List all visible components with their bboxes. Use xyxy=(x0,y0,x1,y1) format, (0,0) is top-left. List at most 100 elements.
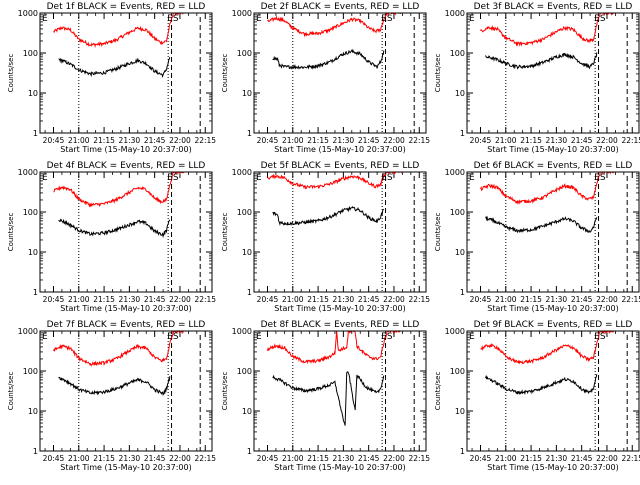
y-axis-label: Counts/sec xyxy=(7,54,15,93)
axes-frame xyxy=(466,330,640,452)
plot-area xyxy=(267,331,415,451)
x-axis-label: Start Time (15-May-10 20:37:00) xyxy=(274,145,405,154)
x-tick-label: 21:45 xyxy=(571,454,593,463)
y-tick-label: 1000 xyxy=(445,327,465,336)
x-axis-label: Start Time (15-May-10 20:37:00) xyxy=(487,145,618,154)
lld-series-line xyxy=(267,13,401,38)
y-tick-label: 1000 xyxy=(445,9,465,18)
x-tick-label: 20:45 xyxy=(257,295,279,304)
panel-title: Det 9f BLACK = Events, RED = LLD xyxy=(474,320,633,330)
x-tick-label: 21:30 xyxy=(119,295,141,304)
lld-series-line xyxy=(53,331,184,367)
x-tick-label: 20:45 xyxy=(470,295,492,304)
event-marker-E: E xyxy=(256,14,262,24)
x-tick-label: 21:15 xyxy=(307,295,329,304)
y-tick-label: 10 xyxy=(242,407,252,416)
y-tick-label: 1000 xyxy=(232,168,252,177)
panel-det-3: Det 3f BLACK = Events, RED = LLD Counts/s… xyxy=(434,2,640,154)
x-tick-label: 21:15 xyxy=(520,136,542,145)
plot-area xyxy=(53,13,201,133)
y-tick-label: 10 xyxy=(455,407,465,416)
y-tick-label: 100 xyxy=(23,49,38,58)
y-tick-label: 100 xyxy=(237,49,252,58)
flare-marker-ES: ES xyxy=(381,14,393,24)
x-tick-label: 22:15 xyxy=(621,454,640,463)
y-tick-label: 1 xyxy=(33,447,38,456)
events-series-line xyxy=(58,218,171,239)
x-tick-label: 20:45 xyxy=(43,295,65,304)
x-tick-label: 21:45 xyxy=(358,136,380,145)
y-axis-label: Counts/sec xyxy=(434,54,442,93)
flare-marker-ES: ES xyxy=(167,14,179,24)
x-tick-label: 22:15 xyxy=(621,295,640,304)
event-marker-E: E xyxy=(469,332,475,342)
plot-area xyxy=(53,331,201,451)
y-tick-label: 1000 xyxy=(18,9,38,18)
flare-marker-ES: ES xyxy=(381,332,393,342)
lld-series-line xyxy=(53,172,184,208)
y-tick-label: 1 xyxy=(460,447,465,456)
y-tick-label: 10 xyxy=(455,248,465,257)
plot-area xyxy=(480,13,628,133)
y-axis-label: Counts/sec xyxy=(434,372,442,411)
x-tick-label: 22:15 xyxy=(408,136,430,145)
y-tick-label: 10 xyxy=(28,89,38,98)
panel-title: Det 4f BLACK = Events, RED = LLD xyxy=(47,161,206,171)
y-tick-label: 1 xyxy=(247,129,252,138)
x-tick-label: 21:15 xyxy=(93,454,115,463)
event-marker-E: E xyxy=(256,173,262,183)
y-tick-label: 100 xyxy=(237,367,252,376)
x-tick-label: 21:00 xyxy=(495,295,517,304)
y-tick-label: 10 xyxy=(242,248,252,257)
x-tick-label: 22:00 xyxy=(596,136,618,145)
plot-area xyxy=(480,331,628,451)
axes-frame xyxy=(39,12,213,134)
y-tick-label: 100 xyxy=(450,208,465,217)
x-axis-label: Start Time (15-May-10 20:37:00) xyxy=(487,463,618,472)
x-tick-label: 21:15 xyxy=(520,295,542,304)
panel-title: Det 6f BLACK = Events, RED = LLD xyxy=(474,161,633,171)
x-tick-label: 20:45 xyxy=(43,136,65,145)
x-tick-label: 20:45 xyxy=(470,454,492,463)
x-tick-label: 21:00 xyxy=(495,136,517,145)
y-axis-label: Counts/sec xyxy=(434,213,442,252)
y-tick-label: 100 xyxy=(23,367,38,376)
y-tick-label: 1000 xyxy=(445,168,465,177)
y-tick-label: 1 xyxy=(460,288,465,297)
x-tick-label: 21:15 xyxy=(307,136,329,145)
x-tick-label: 22:15 xyxy=(194,136,216,145)
y-tick-label: 1000 xyxy=(232,327,252,336)
panel-det-1: Det 1f BLACK = Events, RED = LLD Counts/s… xyxy=(7,2,216,154)
x-tick-label: 21:45 xyxy=(358,295,380,304)
panel-det-9: Det 9f BLACK = Events, RED = LLD Counts/s… xyxy=(434,320,640,472)
panel-det-8: Det 8f BLACK = Events, RED = LLD Counts/s… xyxy=(221,320,430,472)
y-axis-label: Counts/sec xyxy=(221,213,229,252)
x-tick-label: 21:30 xyxy=(546,295,568,304)
x-tick-label: 21:15 xyxy=(93,136,115,145)
x-tick-label: 22:00 xyxy=(169,295,191,304)
x-tick-label: 20:45 xyxy=(470,136,492,145)
lld-series-line xyxy=(480,13,614,47)
x-tick-label: 21:15 xyxy=(520,454,542,463)
x-tick-label: 21:00 xyxy=(68,295,90,304)
panel-det-6: Det 6f BLACK = Events, RED = LLD Counts/s… xyxy=(434,161,640,313)
panel-det-2: Det 2f BLACK = Events, RED = LLD Counts/s… xyxy=(221,2,430,154)
events-series-line xyxy=(485,215,598,234)
x-tick-label: 21:00 xyxy=(495,454,517,463)
axes-frame xyxy=(253,12,427,134)
x-tick-label: 21:15 xyxy=(307,454,329,463)
flare-marker-ES: ES xyxy=(594,332,606,342)
x-tick-label: 21:30 xyxy=(333,454,355,463)
flare-marker-ES: ES xyxy=(381,173,393,183)
flare-marker-ES: ES xyxy=(167,173,179,183)
event-marker-E: E xyxy=(42,14,48,24)
x-tick-label: 22:00 xyxy=(596,454,618,463)
x-tick-label: 21:00 xyxy=(282,136,304,145)
x-tick-label: 21:30 xyxy=(119,136,141,145)
x-tick-label: 22:00 xyxy=(596,295,618,304)
axes-frame xyxy=(466,12,640,134)
x-axis-label: Start Time (15-May-10 20:37:00) xyxy=(487,304,618,313)
x-tick-label: 21:45 xyxy=(144,136,166,145)
lld-series-line xyxy=(53,13,184,48)
x-tick-label: 22:15 xyxy=(408,454,430,463)
